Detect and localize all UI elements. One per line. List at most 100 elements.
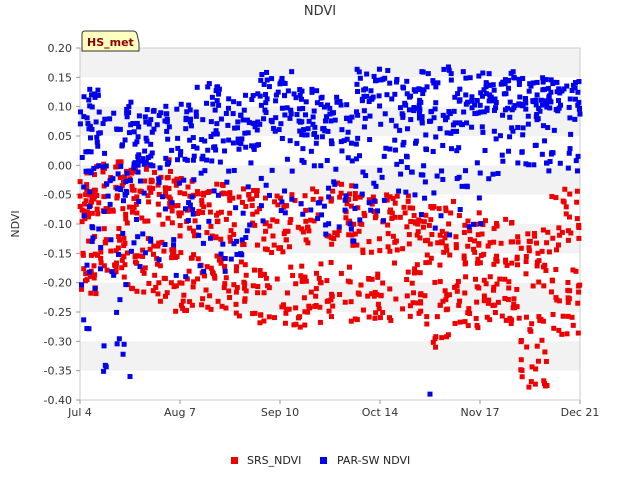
point-srs-ndvi (122, 240, 128, 246)
point-srs-ndvi (368, 249, 374, 255)
point-srs-ndvi (130, 286, 136, 292)
point-srs-ndvi (562, 186, 568, 192)
point-srs-ndvi (506, 285, 512, 291)
point-par-sw-ndvi (236, 146, 242, 152)
point-par-sw-ndvi (212, 107, 218, 113)
point-srs-ndvi (201, 192, 207, 198)
point-par-sw-ndvi (376, 66, 382, 72)
point-srs-ndvi (105, 206, 111, 212)
point-par-sw-ndvi (88, 149, 94, 155)
point-srs-ndvi (375, 271, 381, 277)
point-par-sw-ndvi (553, 107, 559, 113)
point-par-sw-ndvi (527, 81, 533, 87)
point-srs-ndvi (542, 381, 548, 387)
point-srs-ndvi (123, 211, 129, 217)
point-par-sw-ndvi (480, 70, 486, 76)
point-srs-ndvi (291, 322, 297, 328)
point-srs-ndvi (569, 314, 575, 320)
point-srs-ndvi (387, 209, 393, 215)
point-par-sw-ndvi (275, 89, 281, 95)
point-par-sw-ndvi (572, 96, 578, 102)
point-par-sw-ndvi (361, 93, 367, 99)
point-srs-ndvi (417, 235, 423, 241)
point-par-sw-ndvi (266, 84, 272, 90)
point-srs-ndvi (267, 223, 273, 229)
point-par-sw-ndvi (404, 154, 410, 160)
point-par-sw-ndvi (208, 119, 214, 125)
point-par-sw-ndvi (142, 148, 148, 154)
background-band (80, 370, 580, 400)
point-srs-ndvi (156, 280, 162, 286)
y-tick-label: 0.00 (48, 159, 73, 172)
point-srs-ndvi (83, 198, 89, 204)
point-srs-ndvi (219, 182, 225, 188)
point-srs-ndvi (242, 298, 248, 304)
point-par-sw-ndvi (477, 170, 483, 176)
point-par-sw-ndvi (184, 157, 190, 163)
point-par-sw-ndvi (86, 97, 92, 103)
point-srs-ndvi (227, 234, 233, 240)
point-srs-ndvi (207, 209, 213, 215)
point-srs-ndvi (370, 194, 376, 200)
point-par-sw-ndvi (575, 102, 581, 108)
point-par-sw-ndvi (557, 102, 563, 108)
point-srs-ndvi (133, 201, 139, 207)
point-par-sw-ndvi (422, 195, 428, 201)
point-par-sw-ndvi (176, 180, 182, 186)
point-par-sw-ndvi (199, 137, 205, 143)
point-par-sw-ndvi (354, 81, 360, 87)
point-srs-ndvi (234, 264, 240, 270)
point-srs-ndvi (280, 249, 286, 255)
point-par-sw-ndvi (478, 221, 484, 227)
point-srs-ndvi (429, 205, 435, 211)
point-par-sw-ndvi (102, 116, 108, 122)
point-par-sw-ndvi (433, 84, 439, 90)
point-srs-ndvi (284, 306, 290, 312)
point-srs-ndvi (227, 210, 233, 216)
point-par-sw-ndvi (492, 96, 498, 102)
point-srs-ndvi (541, 283, 547, 289)
point-srs-ndvi (442, 235, 448, 241)
point-par-sw-ndvi (567, 96, 573, 102)
point-par-sw-ndvi (206, 218, 212, 224)
point-srs-ndvi (152, 272, 158, 278)
point-srs-ndvi (487, 274, 493, 280)
point-par-sw-ndvi (87, 86, 93, 92)
point-srs-ndvi (555, 242, 561, 248)
point-srs-ndvi (473, 221, 479, 227)
point-srs-ndvi (119, 265, 125, 271)
point-srs-ndvi (490, 287, 496, 293)
point-par-sw-ndvi (105, 193, 111, 199)
point-srs-ndvi (115, 164, 121, 170)
point-par-sw-ndvi (534, 117, 540, 123)
point-srs-ndvi (159, 239, 165, 245)
point-srs-ndvi (204, 264, 210, 270)
point-srs-ndvi (511, 296, 517, 302)
point-srs-ndvi (179, 280, 185, 286)
point-srs-ndvi (223, 305, 229, 311)
point-srs-ndvi (258, 272, 264, 278)
point-srs-ndvi (503, 216, 509, 222)
point-par-sw-ndvi (404, 126, 410, 132)
point-par-sw-ndvi (357, 75, 363, 81)
point-par-sw-ndvi (463, 92, 469, 98)
point-srs-ndvi (137, 253, 143, 259)
point-par-sw-ndvi (447, 111, 453, 117)
point-srs-ndvi (433, 344, 439, 350)
point-srs-ndvi (385, 244, 391, 250)
point-par-sw-ndvi (224, 179, 230, 185)
point-par-sw-ndvi (132, 160, 138, 166)
point-srs-ndvi (543, 358, 549, 364)
point-srs-ndvi (476, 241, 482, 247)
point-srs-ndvi (487, 240, 493, 246)
point-par-sw-ndvi (285, 88, 291, 94)
point-par-sw-ndvi (428, 118, 434, 124)
point-srs-ndvi (141, 289, 147, 295)
point-par-sw-ndvi (223, 110, 229, 116)
point-srs-ndvi (439, 335, 445, 341)
point-par-sw-ndvi (381, 153, 387, 159)
y-axis-ticks: 0.200.150.100.050.00-0.05-0.10-0.15-0.20… (44, 42, 80, 407)
point-par-sw-ndvi (242, 130, 248, 136)
point-srs-ndvi (328, 259, 334, 265)
point-srs-ndvi (567, 191, 573, 197)
